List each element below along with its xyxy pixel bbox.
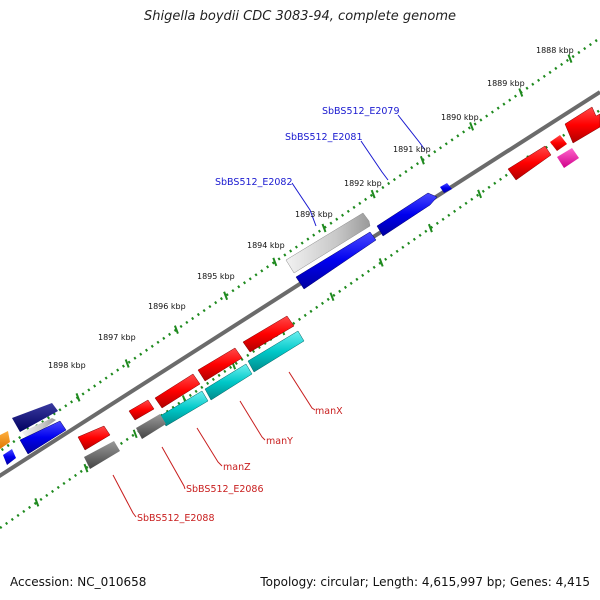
tick-label: 1895 kbp — [197, 272, 235, 281]
gene-feature[interactable] — [564, 106, 600, 144]
major-tick — [321, 223, 327, 233]
map-title: Shigella boydii CDC 3083-94, complete ge… — [143, 9, 457, 24]
tick-label: 1896 kbp — [148, 302, 186, 311]
gene-feature[interactable] — [204, 363, 253, 401]
tick-labels: 1888 kbp 1889 kbp 1890 kbp 1891 kbp 1892… — [48, 46, 574, 370]
gene-feature[interactable] — [557, 148, 579, 168]
lower-tick-row — [0, 108, 600, 530]
tick-label: 1898 kbp — [48, 361, 86, 370]
major-tick — [34, 498, 40, 507]
gene-feature[interactable] — [440, 183, 452, 193]
gene-feature[interactable] — [136, 414, 166, 439]
gene-label[interactable]: SbBS512_E2086 — [186, 484, 264, 495]
accession-label: Accession: NC_010658 — [10, 575, 147, 589]
major-tick — [427, 223, 433, 233]
major-tick — [567, 54, 573, 64]
gene-feature[interactable] — [154, 373, 201, 409]
gene-label[interactable]: manY — [266, 436, 293, 447]
gene-feature[interactable] — [507, 145, 552, 181]
gene-label[interactable]: SbBS512_E2082 — [215, 177, 293, 188]
major-tick — [329, 292, 335, 302]
major-tick — [124, 359, 130, 368]
major-tick — [477, 189, 483, 199]
gene-feature[interactable] — [376, 192, 438, 237]
major-tick — [75, 393, 81, 402]
tick-label: 1893 kbp — [295, 210, 333, 219]
major-tick — [370, 189, 376, 199]
lower-strand-genes — [77, 315, 305, 469]
gene-label[interactable]: manZ — [223, 462, 251, 473]
major-tick — [419, 155, 425, 165]
gene-label[interactable]: SbBS512_E2081 — [285, 132, 363, 143]
gene-feature[interactable] — [285, 212, 371, 274]
leader-lines — [112, 114, 426, 518]
gene-feature[interactable] — [84, 441, 120, 469]
tick-label: 1894 kbp — [247, 241, 285, 250]
gene-feature[interactable] — [128, 399, 155, 421]
genome-backbone-line — [0, 90, 600, 478]
topology-label: Topology: circular; Length: 4,615,997 bp… — [260, 575, 590, 589]
gene-feature[interactable] — [295, 231, 377, 290]
gene-feature[interactable] — [197, 347, 243, 382]
tick-label: 1890 kbp — [441, 113, 479, 122]
tick-label: 1888 kbp — [536, 46, 574, 55]
gene-feature[interactable] — [77, 425, 111, 451]
tick-label: 1892 kbp — [344, 179, 382, 188]
tick-label: 1891 kbp — [393, 145, 431, 154]
upper-tick-row — [0, 36, 600, 453]
gene-feature[interactable] — [247, 330, 305, 373]
major-tick — [132, 429, 138, 439]
gene-label[interactable]: SbBS512_E2079 — [322, 106, 400, 117]
gene-feature[interactable] — [550, 135, 567, 151]
gene-label[interactable]: manX — [315, 406, 343, 417]
major-tick — [378, 258, 384, 267]
gene-feature[interactable] — [3, 449, 16, 465]
gene-labels: SbBS512_E2079 SbBS512_E2081 SbBS512_E208… — [137, 106, 400, 524]
upper-strand-genes — [0, 106, 600, 465]
major-tick — [272, 257, 278, 267]
gene-feature[interactable] — [242, 315, 295, 353]
major-tick — [223, 291, 229, 301]
major-tick — [469, 122, 475, 131]
major-tick — [83, 463, 89, 473]
gene-feature[interactable] — [22, 418, 56, 440]
major-tick — [173, 325, 179, 335]
tick-label: 1897 kbp — [98, 333, 136, 342]
gene-feature[interactable] — [0, 431, 10, 449]
gene-feature[interactable] — [12, 403, 58, 432]
tick-label: 1889 kbp — [487, 79, 525, 88]
gene-label[interactable]: SbBS512_E2088 — [137, 513, 215, 524]
gene-feature[interactable] — [19, 420, 67, 455]
major-tick — [518, 88, 524, 97]
